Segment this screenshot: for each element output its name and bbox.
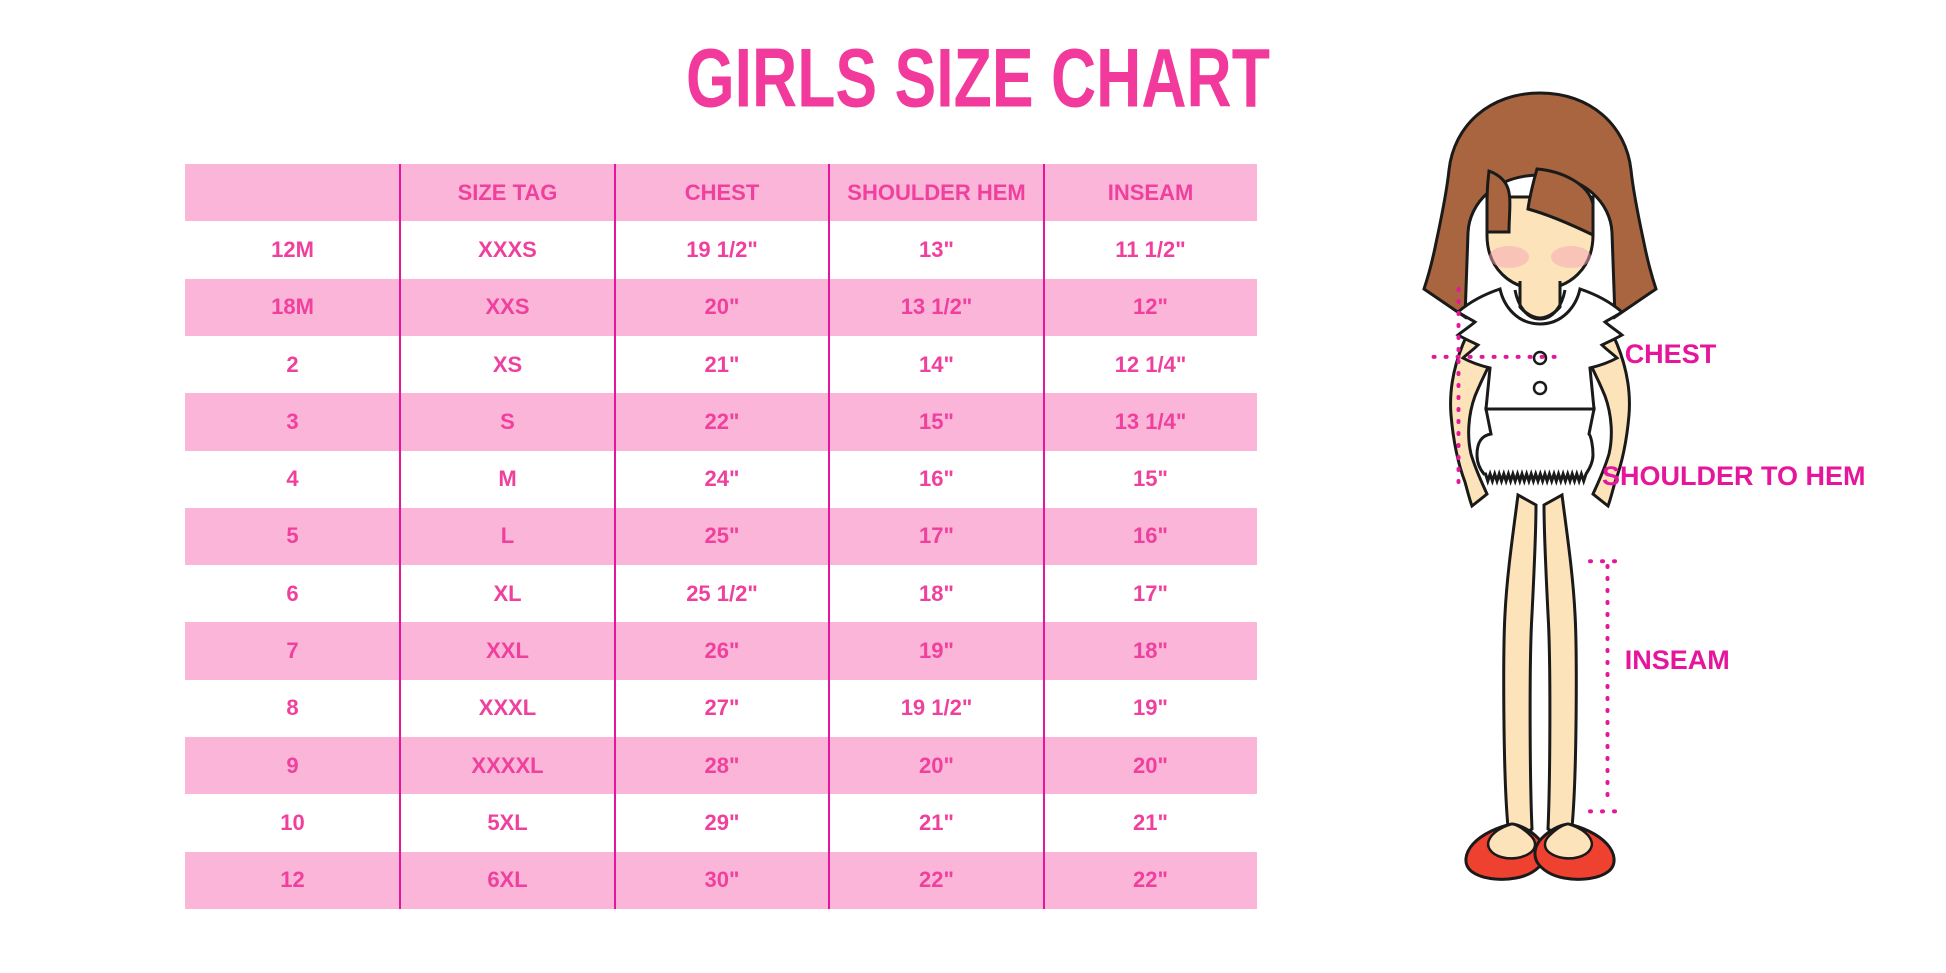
svg-text:INSEAM: INSEAM — [1625, 645, 1730, 675]
svg-text:SHOULDER TO HEM: SHOULDER TO HEM — [1602, 461, 1866, 491]
svg-text:CHEST: CHEST — [1625, 339, 1717, 369]
